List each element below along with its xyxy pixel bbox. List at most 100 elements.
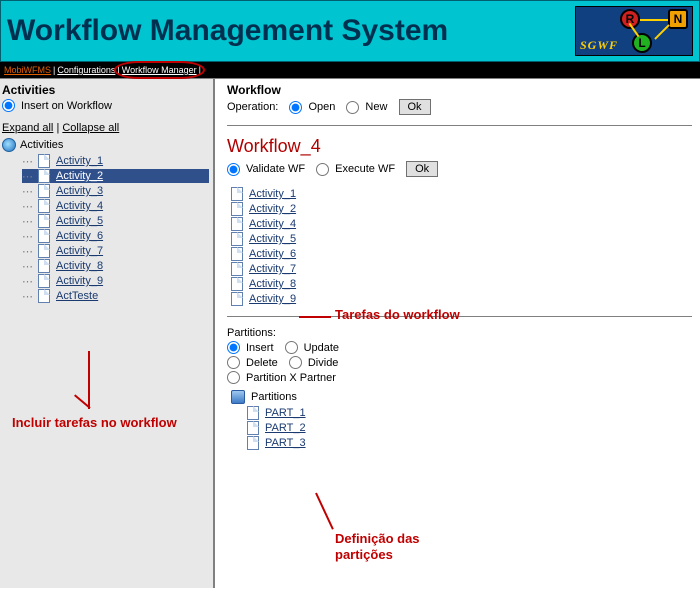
activity-link[interactable]: Activity_6 (56, 230, 103, 242)
annotation-arrow (74, 394, 91, 408)
partition-update-label: Update (304, 342, 339, 354)
workflow-activity-item[interactable]: Activity_8 (231, 277, 692, 291)
partition-link[interactable]: PART_3 (265, 437, 306, 449)
activity-link[interactable]: Activity_4 (56, 200, 103, 212)
tree-branch-icon: ⋯ (22, 200, 32, 213)
partition-link[interactable]: PART_1 (265, 407, 306, 419)
menu-separator: | (53, 65, 55, 75)
menu-mobiwfms[interactable]: MobiWFMS (4, 65, 51, 75)
wf-ok-button[interactable]: Ok (406, 161, 438, 177)
partition-item[interactable]: PART_1 (247, 406, 692, 420)
operation-open-label: Open (308, 101, 335, 113)
activity-link[interactable]: Activity_7 (56, 245, 103, 257)
file-icon (231, 277, 243, 291)
partition-pxp-radio[interactable] (227, 371, 240, 384)
activity-tree-item[interactable]: ⋯Activity_7 (22, 244, 209, 258)
partition-delete-radio[interactable] (227, 356, 240, 369)
partition-item[interactable]: PART_2 (247, 421, 692, 435)
activity-tree-item[interactable]: ⋯ Activity_5 (22, 214, 209, 228)
tree-branch-icon: ⋯ (22, 275, 32, 288)
menu-workflow-manager[interactable]: Workflow Manager (122, 65, 197, 75)
file-icon (247, 406, 259, 420)
partition-insert-radio[interactable] (227, 341, 240, 354)
workflow-activity-link[interactable]: Activity_7 (249, 263, 296, 275)
file-icon (231, 232, 243, 246)
workflow-activity-item[interactable]: Activity_4 (231, 217, 692, 231)
collapse-all-link[interactable]: Collapse all (62, 122, 119, 134)
activity-link[interactable]: Activity_5 (56, 215, 103, 227)
activity-link[interactable]: Activity_2 (56, 170, 103, 182)
tree-branch-icon: ⋯ (22, 215, 32, 228)
workflow-activity-item[interactable]: Activity_1 (231, 187, 692, 201)
operation-new-radio[interactable] (346, 101, 359, 114)
workflow-activity-link[interactable]: Activity_9 (249, 293, 296, 305)
insert-on-workflow-row: Insert on Workflow (2, 99, 209, 112)
workflow-activity-item[interactable]: Activity_6 (231, 247, 692, 261)
workflow-activity-item[interactable]: Activity_5 (231, 232, 692, 246)
activity-tree-item[interactable]: ⋯Activity_6 (22, 229, 209, 243)
activity-link[interactable]: ActTeste (56, 290, 98, 302)
partition-divide-label: Divide (308, 357, 339, 369)
logo: SGWF R L N (575, 6, 693, 56)
partitions-ops-row3: Partition X Partner (227, 371, 692, 384)
partition-item[interactable]: PART_3 (247, 436, 692, 450)
workflow-title: Workflow (227, 83, 692, 97)
workflow-activity-link[interactable]: Activity_1 (249, 188, 296, 200)
tree-branch-icon: ⋯ (22, 170, 32, 183)
annotation-include-tasks: Incluir tarefas no workflow (12, 415, 192, 431)
operation-label: Operation: (227, 101, 278, 113)
execute-wf-radio[interactable] (316, 163, 329, 176)
activities-title: Activities (2, 83, 209, 97)
activity-link[interactable]: Activity_8 (56, 260, 103, 272)
operation-ok-button[interactable]: Ok (399, 99, 431, 115)
activity-tree-item[interactable]: ⋯Activity_3 (22, 184, 209, 198)
validate-wf-radio[interactable] (227, 163, 240, 176)
menu-configurations[interactable]: Configurations (57, 65, 115, 75)
menu-bar: MobiWFMS | Configurations | Workflow Man… (0, 62, 700, 78)
partition-divide-radio[interactable] (289, 356, 302, 369)
activity-link[interactable]: Activity_9 (56, 275, 103, 287)
menu-separator: | (117, 65, 119, 75)
file-icon (231, 202, 243, 216)
activity-tree-item[interactable]: ⋯ Activity_2 (22, 169, 209, 183)
partition-link[interactable]: PART_2 (265, 422, 306, 434)
insert-on-workflow-radio[interactable] (2, 99, 15, 112)
activity-tree-item[interactable]: ⋯ Activity_4 (22, 199, 209, 213)
file-icon (247, 436, 259, 450)
activity-tree-item[interactable]: ⋯ Activity_1 (22, 154, 209, 168)
workflow-activity-link[interactable]: Activity_4 (249, 218, 296, 230)
workflow-activity-link[interactable]: Activity_6 (249, 248, 296, 260)
workflow-activity-link[interactable]: Activity_2 (249, 203, 296, 215)
logo-arrow-icon (640, 19, 668, 21)
partitions-root[interactable]: Partitions (231, 390, 692, 404)
activity-tree-item[interactable]: ⋯ActTeste (22, 289, 209, 303)
file-icon (38, 289, 50, 303)
workflow-activity-link[interactable]: Activity_5 (249, 233, 296, 245)
tree-branch-icon: ⋯ (22, 155, 32, 168)
activity-tree-item[interactable]: ⋯Activity_8 (22, 259, 209, 273)
file-icon (38, 244, 50, 258)
partition-update-radio[interactable] (285, 341, 298, 354)
execute-wf-label: Execute WF (335, 163, 395, 175)
workflow-activity-item[interactable]: Activity_2 (231, 202, 692, 216)
file-icon (38, 259, 50, 273)
file-icon (231, 262, 243, 276)
file-icon (38, 274, 50, 288)
operation-open-radio[interactable] (289, 101, 302, 114)
file-icon (231, 187, 243, 201)
logo-text: SGWF (580, 38, 618, 53)
workflow-activity-item[interactable]: Activity_7 (231, 262, 692, 276)
workflow-panel: Workflow Operation: Open New Ok Workflow… (215, 79, 700, 588)
activity-link[interactable]: Activity_3 (56, 185, 103, 197)
expand-all-link[interactable]: Expand all (2, 122, 53, 134)
activities-tree-root[interactable]: Activities (2, 138, 209, 152)
activity-link[interactable]: Activity_1 (56, 155, 103, 167)
operation-new-label: New (365, 101, 387, 113)
workflow-activity-link[interactable]: Activity_8 (249, 278, 296, 290)
divider (227, 316, 692, 317)
workflow-activity-item[interactable]: Activity_9 (231, 292, 692, 306)
logo-node-l: L (632, 33, 652, 53)
divider (227, 125, 692, 126)
activity-tree-item[interactable]: ⋯ Activity_9 (22, 274, 209, 288)
file-icon (38, 229, 50, 243)
